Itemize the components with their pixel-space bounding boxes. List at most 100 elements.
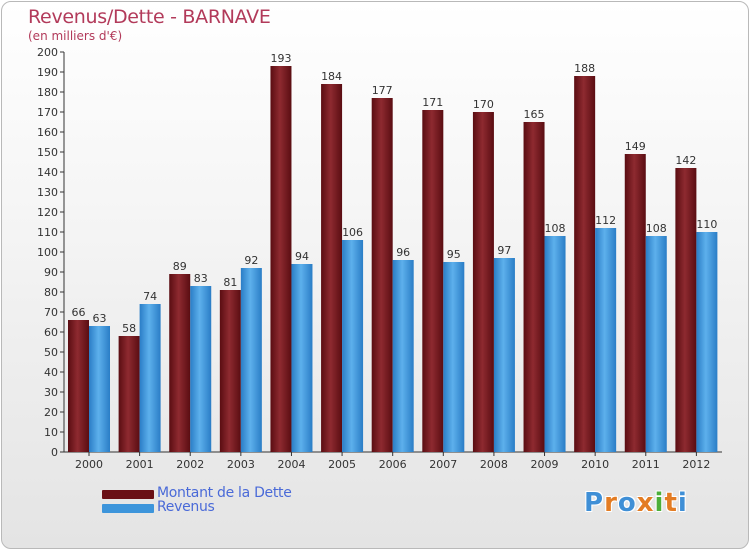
x-tick-label: 2004 bbox=[277, 458, 305, 471]
x-tick-label: 2001 bbox=[126, 458, 154, 471]
data-label-debt: 171 bbox=[422, 96, 443, 109]
legend-swatch-revenue bbox=[102, 504, 154, 513]
bar-revenue bbox=[89, 326, 110, 452]
bar-revenue bbox=[544, 236, 566, 452]
y-tick-label: 160 bbox=[37, 126, 58, 139]
logo-letter: r bbox=[604, 488, 618, 518]
logo-letter: o bbox=[617, 488, 637, 518]
legend-label-debt: Montant de la Dette bbox=[157, 485, 292, 501]
data-label-debt: 193 bbox=[270, 52, 291, 65]
y-tick-label: 170 bbox=[37, 106, 58, 119]
y-tick-label: 10 bbox=[44, 426, 58, 439]
y-tick-label: 130 bbox=[37, 186, 58, 199]
data-label-debt: 165 bbox=[524, 108, 545, 121]
y-tick-label: 190 bbox=[37, 66, 58, 79]
bar-debt bbox=[68, 320, 89, 452]
bar-debt bbox=[523, 122, 545, 452]
bar-debt bbox=[118, 336, 140, 452]
data-label-revenue: 95 bbox=[447, 248, 461, 261]
bar-revenue bbox=[342, 240, 364, 452]
data-label-revenue: 108 bbox=[545, 222, 566, 235]
y-tick-label: 150 bbox=[37, 146, 58, 159]
y-tick-label: 120 bbox=[37, 206, 58, 219]
data-label-debt: 81 bbox=[223, 276, 237, 289]
data-label-debt: 58 bbox=[122, 322, 136, 335]
data-label-revenue: 63 bbox=[93, 312, 107, 325]
x-tick-label: 2007 bbox=[429, 458, 457, 471]
data-label-debt: 89 bbox=[173, 260, 187, 273]
y-tick-label: 70 bbox=[44, 306, 58, 319]
logo-letter: P bbox=[584, 488, 605, 518]
y-tick-label: 60 bbox=[44, 326, 58, 339]
bars bbox=[68, 66, 718, 452]
bar-debt bbox=[472, 112, 494, 452]
data-label-revenue: 97 bbox=[497, 244, 511, 257]
data-label-revenue: 92 bbox=[244, 254, 258, 267]
bar-revenue bbox=[493, 258, 515, 452]
data-label-debt: 177 bbox=[372, 84, 393, 97]
bar-revenue bbox=[696, 232, 718, 452]
data-label-revenue: 74 bbox=[143, 290, 157, 303]
y-tick-label: 30 bbox=[44, 386, 58, 399]
data-label-revenue: 94 bbox=[295, 250, 309, 263]
x-tick-label: 2000 bbox=[75, 458, 103, 471]
data-label-revenue: 83 bbox=[194, 272, 208, 285]
x-tick-label: 2002 bbox=[176, 458, 204, 471]
y-tick-label: 100 bbox=[37, 246, 58, 259]
data-label-revenue: 106 bbox=[342, 226, 363, 239]
x-tick-label: 2006 bbox=[379, 458, 407, 471]
y-tick-label: 40 bbox=[44, 366, 58, 379]
bar-debt bbox=[422, 110, 444, 452]
data-label-revenue: 112 bbox=[595, 214, 616, 227]
data-label-revenue: 96 bbox=[396, 246, 410, 259]
y-tick-label: 180 bbox=[37, 86, 58, 99]
y-tick-label: 110 bbox=[37, 226, 58, 239]
bar-debt bbox=[321, 84, 343, 452]
bar-revenue bbox=[291, 264, 313, 452]
bar-debt bbox=[624, 154, 646, 452]
value-labels: 66 63 58 74 89 83 81 92 193 94 184 106 177 96 171 95 170… bbox=[72, 52, 718, 335]
y-tick-label: 20 bbox=[44, 406, 58, 419]
bar-revenue bbox=[392, 260, 414, 452]
y-tick-label: 0 bbox=[51, 446, 58, 459]
bar-debt bbox=[574, 76, 596, 452]
bar-debt bbox=[270, 66, 292, 452]
bar-revenue bbox=[645, 236, 667, 452]
x-tick-label: 2008 bbox=[480, 458, 508, 471]
data-label-debt: 149 bbox=[625, 140, 646, 153]
y-tick-label: 200 bbox=[37, 46, 58, 59]
data-label-revenue: 110 bbox=[696, 218, 717, 231]
logo-letter: i bbox=[654, 488, 665, 518]
x-tick-label: 2005 bbox=[328, 458, 356, 471]
legend-label-revenue: Revenus bbox=[157, 499, 215, 515]
bar-debt bbox=[169, 274, 191, 452]
data-label-debt: 142 bbox=[675, 154, 696, 167]
x-tick-label: 2010 bbox=[581, 458, 609, 471]
data-label-debt: 66 bbox=[72, 306, 86, 319]
y-tick-label: 90 bbox=[44, 266, 58, 279]
y-tick-label: 140 bbox=[37, 166, 58, 179]
bar-revenue bbox=[240, 268, 262, 452]
bar-revenue bbox=[139, 304, 161, 452]
logo-letter: x bbox=[636, 488, 655, 518]
legend-swatch-debt bbox=[102, 490, 154, 499]
x-tick-label: 2009 bbox=[531, 458, 559, 471]
x-tick-label: 2011 bbox=[632, 458, 660, 471]
data-label-debt: 170 bbox=[473, 98, 494, 111]
y-tick-label: 50 bbox=[44, 346, 58, 359]
bar-debt bbox=[675, 168, 697, 452]
y-tick-label: 80 bbox=[44, 286, 58, 299]
chart-subtitle: (en milliers d'€) bbox=[28, 29, 123, 43]
bar-debt bbox=[219, 290, 241, 452]
data-label-debt: 184 bbox=[321, 70, 342, 83]
bar-revenue bbox=[190, 286, 212, 452]
logo-letter: i bbox=[677, 488, 688, 518]
bar-debt bbox=[371, 98, 393, 452]
proxiti-logo: Proxiti bbox=[584, 488, 688, 518]
data-label-debt: 188 bbox=[574, 62, 595, 75]
data-label-revenue: 108 bbox=[646, 222, 667, 235]
chart-title: Revenus/Dette - BARNAVE bbox=[28, 6, 271, 28]
bar-revenue bbox=[443, 262, 465, 452]
